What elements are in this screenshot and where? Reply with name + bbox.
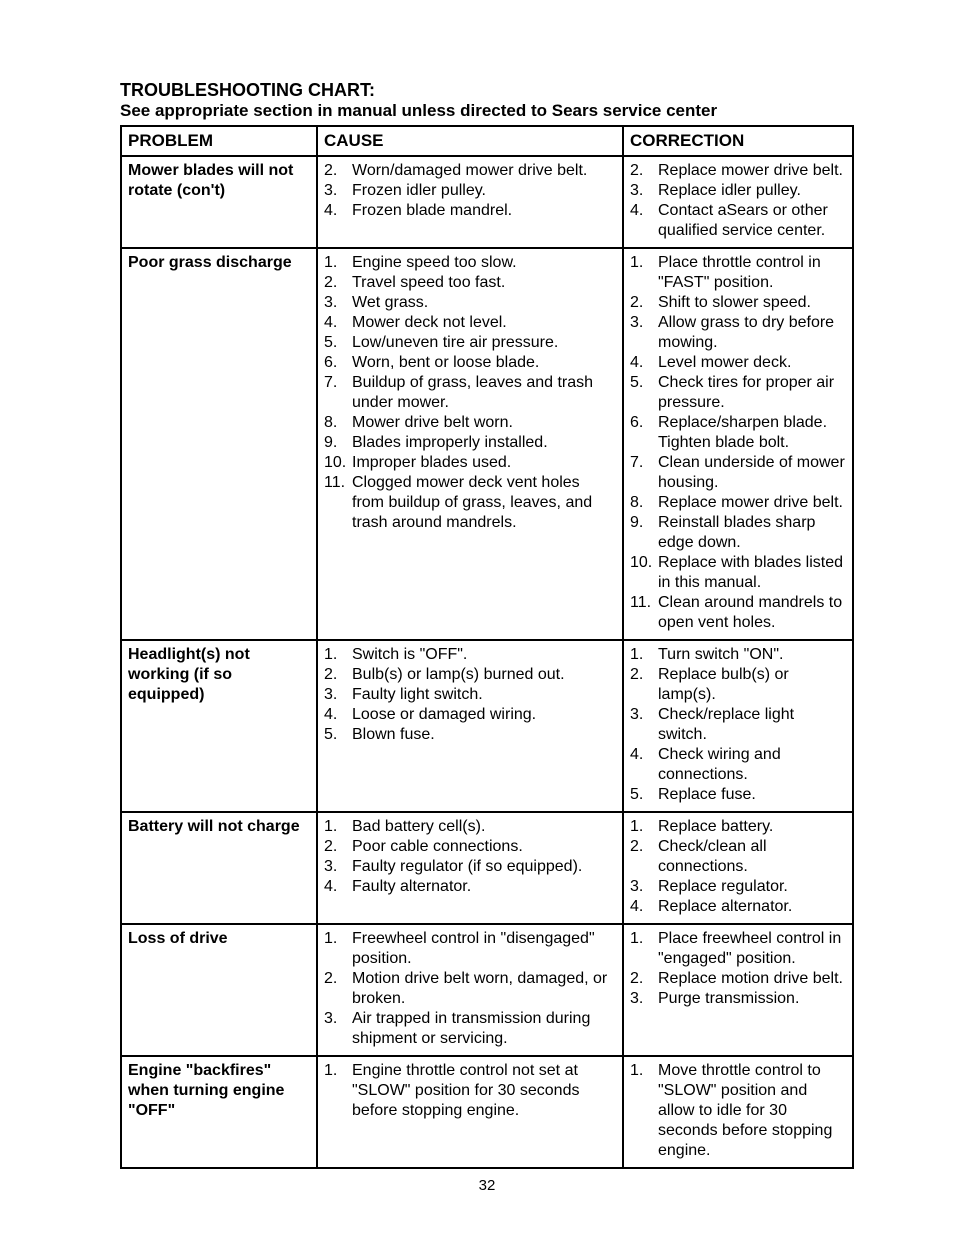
cause-item: Bad battery cell(s). bbox=[352, 817, 616, 837]
correction-item: Contact aSears or other qualified servic… bbox=[658, 201, 846, 241]
problem-cell: Loss of drive bbox=[121, 924, 317, 1056]
cause-item: Engine speed too slow. bbox=[352, 253, 616, 273]
table-row: Headlight(s) not working (if so equipped… bbox=[121, 640, 853, 812]
correction-item: Replace with blades listed in this manua… bbox=[658, 553, 846, 593]
header-correction: CORRECTION bbox=[623, 126, 853, 156]
correction-item: Replace regulator. bbox=[658, 877, 846, 897]
correction-cell: Place throttle control in "FAST" positio… bbox=[623, 248, 853, 640]
correction-item: Replace bulb(s) or lamp(s). bbox=[658, 665, 846, 705]
cause-item: Clogged mower deck vent holes from build… bbox=[352, 473, 616, 533]
cause-cell: Freewheel control in "disengaged" positi… bbox=[317, 924, 623, 1056]
correction-item: Turn switch "ON". bbox=[658, 645, 846, 665]
cause-item: Poor cable connections. bbox=[352, 837, 616, 857]
correction-item: Level mower deck. bbox=[658, 353, 846, 373]
header-problem: PROBLEM bbox=[121, 126, 317, 156]
correction-item: Move throttle control to "SLOW" position… bbox=[658, 1061, 846, 1161]
manual-page: TROUBLESHOOTING CHART: See appropriate s… bbox=[0, 0, 954, 1234]
cause-item: Air trapped in transmission during shipm… bbox=[352, 1009, 616, 1049]
title-main: TROUBLESHOOTING CHART: bbox=[120, 80, 854, 101]
cause-item: Frozen idler pulley. bbox=[352, 181, 616, 201]
correction-item: Check tires for proper air pressure. bbox=[658, 373, 846, 413]
page-number: 32 bbox=[120, 1177, 854, 1194]
cause-cell: Worn/damaged mower drive belt.Frozen idl… bbox=[317, 156, 623, 248]
problem-cell: Mower blades will not rotate (con't) bbox=[121, 156, 317, 248]
correction-item: Check wiring and connections. bbox=[658, 745, 846, 785]
table-row: Mower blades will not rotate (con't)Worn… bbox=[121, 156, 853, 248]
cause-item: Switch is "OFF". bbox=[352, 645, 616, 665]
table-header-row: PROBLEM CAUSE CORRECTION bbox=[121, 126, 853, 156]
cause-item: Blown fuse. bbox=[352, 725, 616, 745]
correction-cell: Turn switch "ON".Replace bulb(s) or lamp… bbox=[623, 640, 853, 812]
correction-item: Replace fuse. bbox=[658, 785, 846, 805]
cause-item: Buildup of grass, leaves and trash under… bbox=[352, 373, 616, 413]
troubleshooting-table: PROBLEM CAUSE CORRECTION Mower blades wi… bbox=[120, 125, 854, 1169]
correction-cell: Replace mower drive belt.Replace idler p… bbox=[623, 156, 853, 248]
correction-item: Replace battery. bbox=[658, 817, 846, 837]
cause-cell: Engine speed too slow.Travel speed too f… bbox=[317, 248, 623, 640]
correction-item: Check/replace light switch. bbox=[658, 705, 846, 745]
correction-cell: Move throttle control to "SLOW" position… bbox=[623, 1056, 853, 1168]
correction-item: Shift to slower speed. bbox=[658, 293, 846, 313]
cause-item: Blades improperly installed. bbox=[352, 433, 616, 453]
correction-item: Place throttle control in "FAST" positio… bbox=[658, 253, 846, 293]
cause-item: Frozen blade mandrel. bbox=[352, 201, 616, 221]
cause-item: Wet grass. bbox=[352, 293, 616, 313]
correction-item: Replace mower drive belt. bbox=[658, 493, 846, 513]
correction-item: Clean underside of mower housing. bbox=[658, 453, 846, 493]
cause-item: Worn, bent or loose blade. bbox=[352, 353, 616, 373]
cause-item: Freewheel control in "disengaged" positi… bbox=[352, 929, 616, 969]
cause-item: Improper blades used. bbox=[352, 453, 616, 473]
correction-item: Clean around mandrels to open vent holes… bbox=[658, 593, 846, 633]
problem-cell: Engine "backfires" when turning engine "… bbox=[121, 1056, 317, 1168]
cause-item: Motion drive belt worn, damaged, or brok… bbox=[352, 969, 616, 1009]
cause-item: Faulty light switch. bbox=[352, 685, 616, 705]
cause-item: Worn/damaged mower drive belt. bbox=[352, 161, 616, 181]
header-cause: CAUSE bbox=[317, 126, 623, 156]
correction-cell: Place freewheel control in "engaged" pos… bbox=[623, 924, 853, 1056]
cause-cell: Engine throttle control not set at "SLOW… bbox=[317, 1056, 623, 1168]
correction-item: Place freewheel control in "engaged" pos… bbox=[658, 929, 846, 969]
cause-item: Engine throttle control not set at "SLOW… bbox=[352, 1061, 616, 1121]
cause-item: Bulb(s) or lamp(s) burned out. bbox=[352, 665, 616, 685]
cause-item: Faulty regulator (if so equipped). bbox=[352, 857, 616, 877]
correction-item: Purge transmission. bbox=[658, 989, 846, 1009]
table-row: Poor grass dischargeEngine speed too slo… bbox=[121, 248, 853, 640]
correction-item: Replace motion drive belt. bbox=[658, 969, 846, 989]
correction-item: Replace idler pulley. bbox=[658, 181, 846, 201]
cause-item: Loose or damaged wiring. bbox=[352, 705, 616, 725]
table-row: Engine "backfires" when turning engine "… bbox=[121, 1056, 853, 1168]
table-row: Battery will not chargeBad battery cell(… bbox=[121, 812, 853, 924]
cause-item: Low/uneven tire air pressure. bbox=[352, 333, 616, 353]
problem-cell: Battery will not charge bbox=[121, 812, 317, 924]
title-sub: See appropriate section in manual unless… bbox=[120, 101, 854, 121]
cause-item: Faulty alternator. bbox=[352, 877, 616, 897]
problem-cell: Poor grass discharge bbox=[121, 248, 317, 640]
correction-item: Replace alternator. bbox=[658, 897, 846, 917]
cause-item: Travel speed too fast. bbox=[352, 273, 616, 293]
table-row: Loss of drive Freewheel control in "disen… bbox=[121, 924, 853, 1056]
cause-item: Mower deck not level. bbox=[352, 313, 616, 333]
problem-cell: Headlight(s) not working (if so equipped… bbox=[121, 640, 317, 812]
cause-cell: Bad battery cell(s).Poor cable connectio… bbox=[317, 812, 623, 924]
table-body: Mower blades will not rotate (con't)Worn… bbox=[121, 156, 853, 1168]
correction-item: Replace mower drive belt. bbox=[658, 161, 846, 181]
cause-item: Mower drive belt worn. bbox=[352, 413, 616, 433]
correction-cell: Replace battery.Check/clean all connecti… bbox=[623, 812, 853, 924]
correction-item: Allow grass to dry before mowing. bbox=[658, 313, 846, 353]
correction-item: Reinstall blades sharp edge down. bbox=[658, 513, 846, 553]
correction-item: Replace/sharpen blade. Tighten blade bol… bbox=[658, 413, 846, 453]
cause-cell: Switch is "OFF".Bulb(s) or lamp(s) burne… bbox=[317, 640, 623, 812]
correction-item: Check/clean all connections. bbox=[658, 837, 846, 877]
